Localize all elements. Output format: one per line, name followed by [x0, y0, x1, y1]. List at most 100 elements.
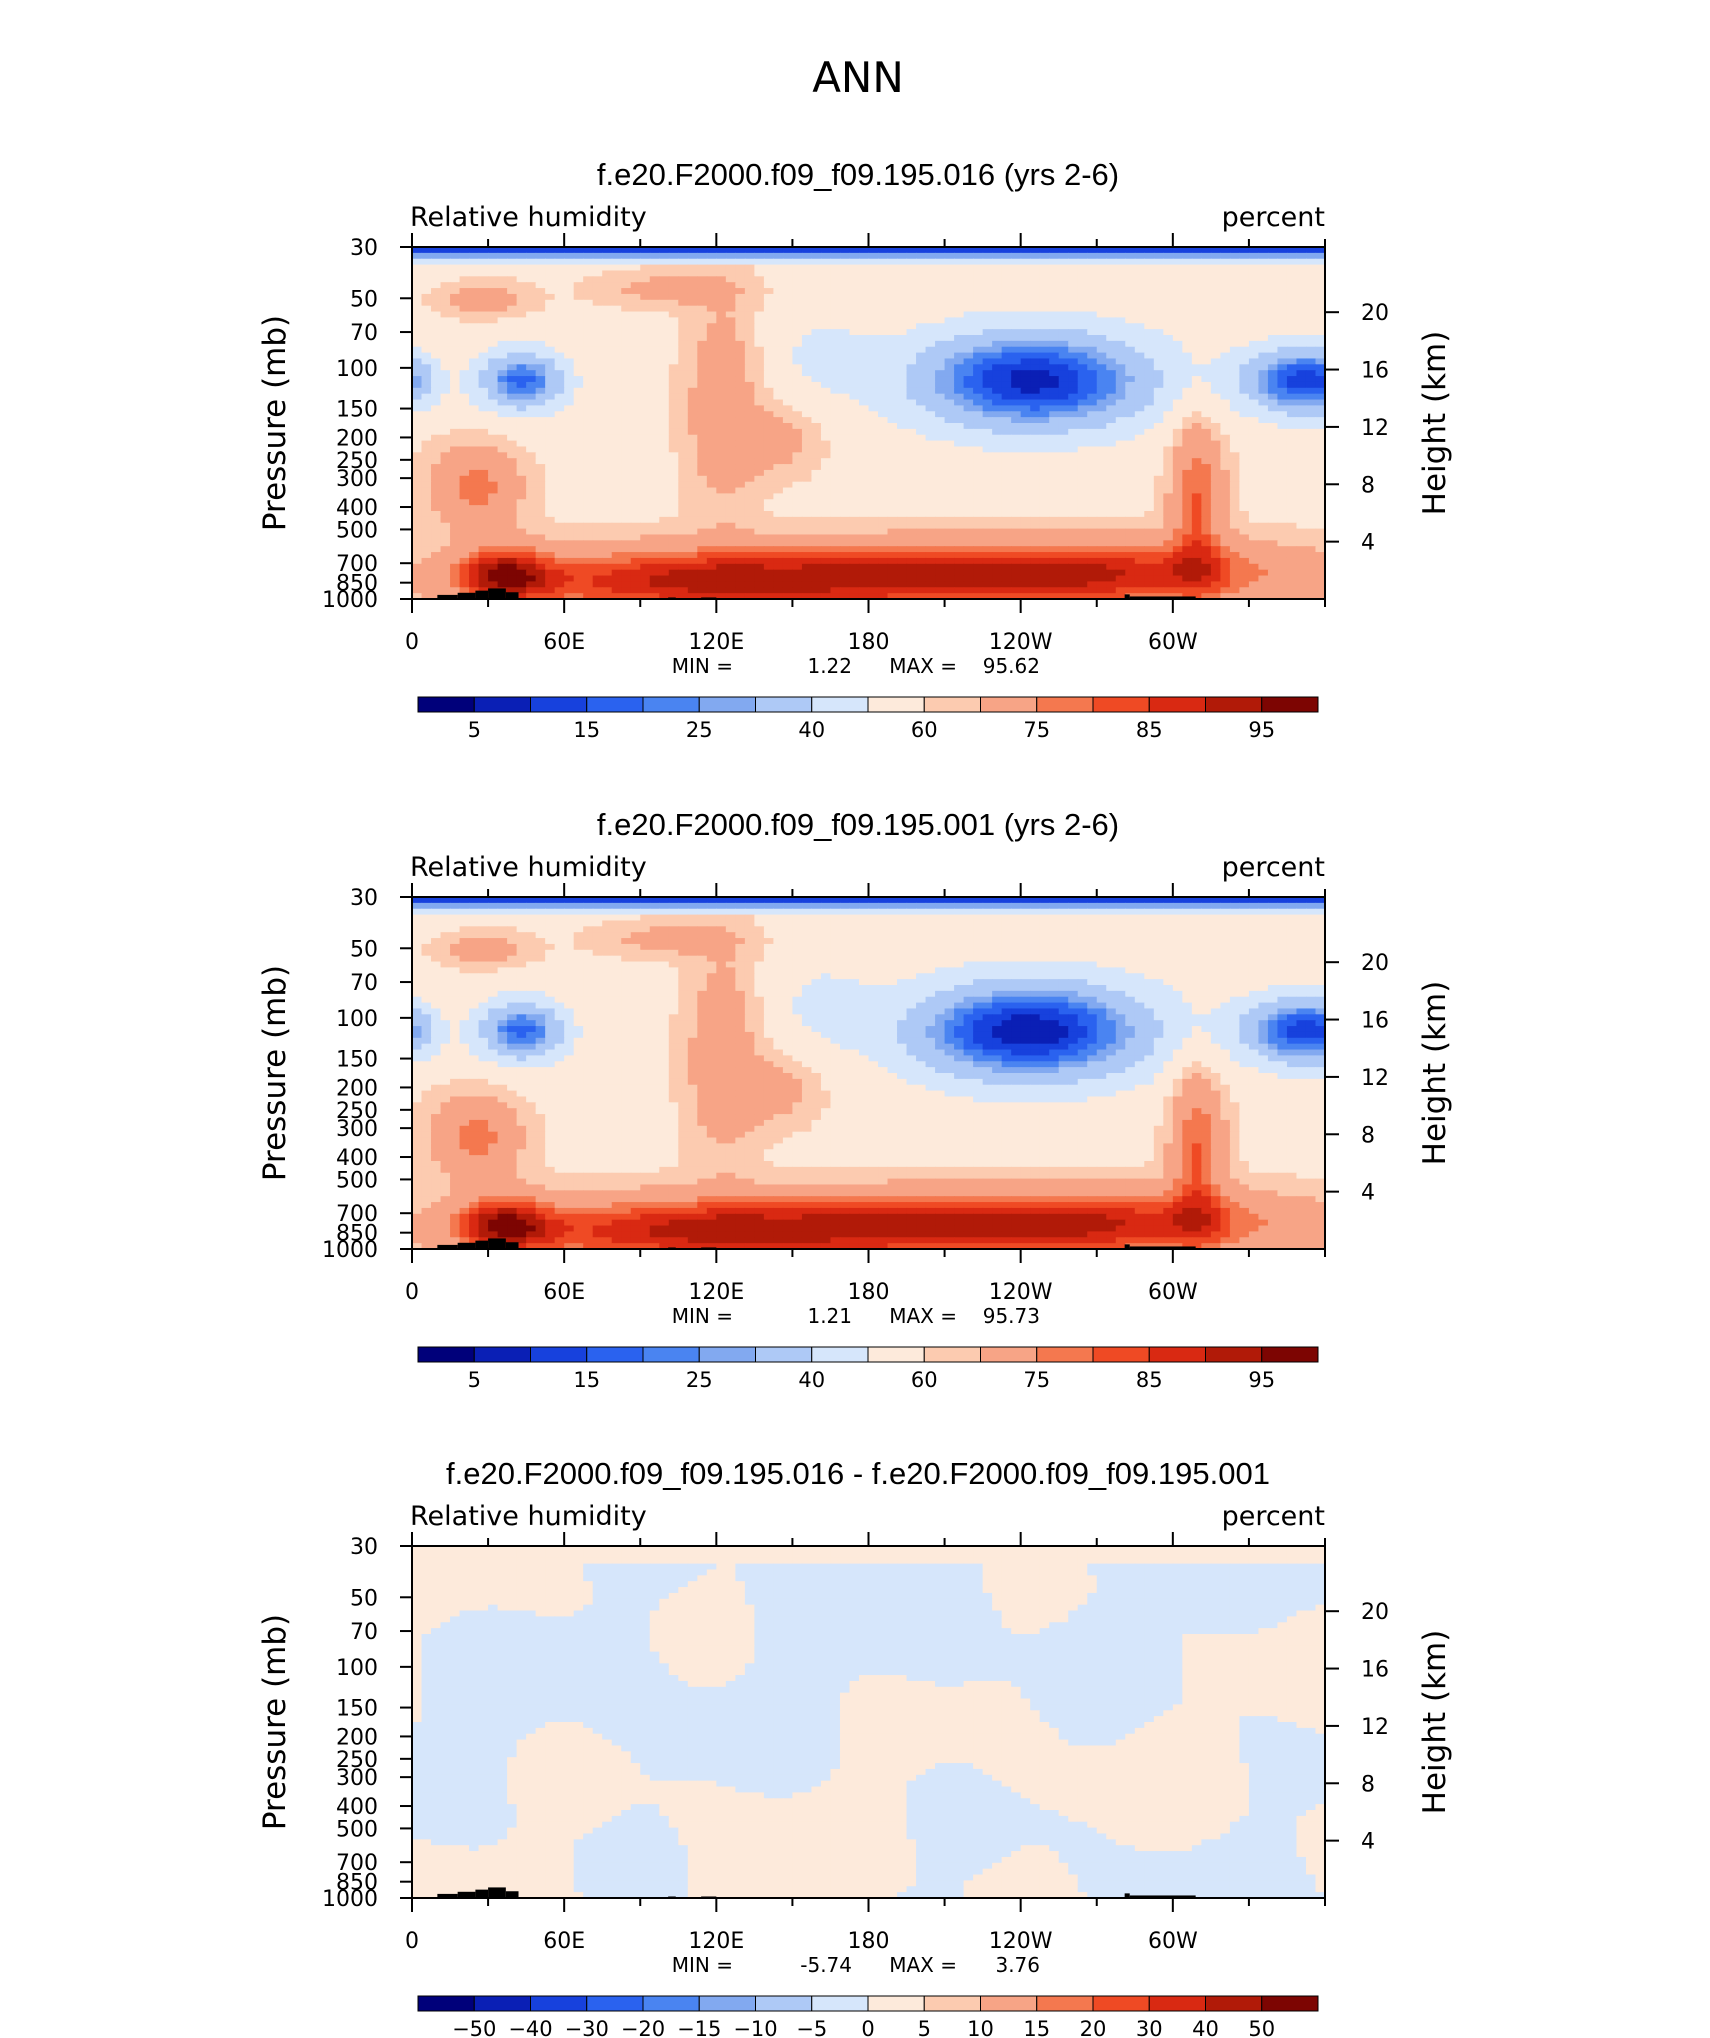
field-cell	[1201, 376, 1212, 383]
field-cell	[1172, 475, 1183, 483]
field-cell	[459, 329, 470, 336]
field-cell	[1182, 323, 1193, 330]
field-cell	[763, 428, 774, 436]
field-cell	[421, 299, 432, 307]
field-cell	[554, 511, 565, 518]
field-cell	[421, 311, 432, 318]
field-cell	[725, 370, 736, 377]
field-cell	[1258, 288, 1269, 295]
field-cell	[1049, 299, 1060, 307]
field-cell	[944, 469, 955, 477]
field-cell	[1153, 393, 1164, 401]
field-cell	[1163, 423, 1174, 430]
field-cell	[412, 499, 423, 506]
field-cell	[659, 323, 670, 330]
field-cell	[649, 335, 660, 342]
field-cell	[497, 528, 508, 536]
field-cell	[754, 252, 765, 260]
field-cell	[916, 399, 927, 406]
field-cell	[440, 305, 451, 313]
field-cell	[564, 317, 575, 324]
field-cell	[1220, 381, 1231, 389]
field-cell	[545, 511, 556, 518]
field-cell	[820, 393, 832, 401]
field-cell	[858, 516, 870, 524]
field-cell	[1182, 276, 1193, 283]
field-cell	[1277, 393, 1288, 401]
field-cell	[1134, 317, 1145, 324]
field-cell	[1248, 522, 1260, 530]
field-cell	[1096, 534, 1107, 541]
field-cell	[916, 346, 927, 354]
field-cell	[1286, 516, 1298, 524]
field-cell	[1030, 340, 1041, 348]
field-cell	[887, 288, 898, 295]
field-cell	[678, 481, 689, 489]
field-cell	[830, 282, 841, 289]
field-cell	[459, 346, 470, 354]
field-cell	[1077, 458, 1088, 465]
field-cell	[1182, 252, 1193, 260]
field-cell	[925, 381, 936, 389]
field-cell	[1039, 423, 1050, 430]
field-cell	[573, 393, 584, 401]
field-cell	[1229, 499, 1241, 506]
field-cell	[1201, 428, 1212, 436]
field-cell	[554, 376, 565, 383]
field-cell	[839, 423, 851, 430]
field-cell	[535, 487, 546, 494]
field-cell	[621, 335, 632, 342]
field-cell	[944, 487, 955, 494]
field-cell	[1144, 458, 1155, 465]
field-cell	[782, 335, 794, 342]
field-cell	[564, 423, 575, 430]
field-cell	[706, 370, 717, 377]
field-cell	[450, 511, 461, 518]
field-cell	[954, 393, 965, 401]
field-cell	[535, 352, 546, 360]
field-cell	[830, 440, 841, 448]
field-cell	[507, 393, 518, 401]
field-cell	[1096, 311, 1107, 318]
field-cell	[545, 323, 556, 330]
field-cell	[944, 305, 955, 313]
field-cell	[1220, 469, 1231, 477]
field-cell	[621, 516, 632, 524]
field-cell	[1163, 252, 1174, 260]
field-cell	[1191, 399, 1202, 406]
field-cell	[897, 464, 908, 471]
field-cell	[744, 546, 755, 553]
field-cell	[1191, 434, 1202, 442]
field-cell	[1144, 434, 1155, 442]
field-cell	[820, 528, 832, 536]
field-cell	[1182, 376, 1193, 383]
field-cell	[801, 528, 813, 536]
field-cell	[1182, 487, 1193, 494]
field-cell	[412, 522, 423, 530]
field-cell	[1210, 252, 1221, 260]
field-cell	[659, 399, 670, 406]
field-cell	[1087, 516, 1098, 524]
field-cell	[583, 452, 594, 459]
field-cell	[878, 352, 889, 360]
field-cell	[412, 288, 423, 295]
field-cell	[583, 376, 594, 383]
field-cell	[801, 323, 813, 330]
field-cell	[897, 370, 908, 377]
field-cell	[1210, 258, 1221, 266]
field-cell	[573, 440, 584, 448]
field-cell	[706, 493, 717, 500]
field-cell	[1001, 305, 1012, 313]
field-cell	[583, 311, 594, 318]
field-cell	[659, 264, 670, 272]
field-cell	[1267, 411, 1279, 418]
field-cell	[526, 487, 537, 494]
field-cell	[583, 364, 594, 371]
field-cell	[992, 258, 1003, 266]
field-cell	[944, 540, 955, 547]
field-cell	[1134, 434, 1145, 442]
field-cell	[621, 293, 632, 301]
field-cell	[564, 258, 575, 266]
field-cell	[1267, 511, 1279, 518]
field-cell	[716, 469, 727, 477]
